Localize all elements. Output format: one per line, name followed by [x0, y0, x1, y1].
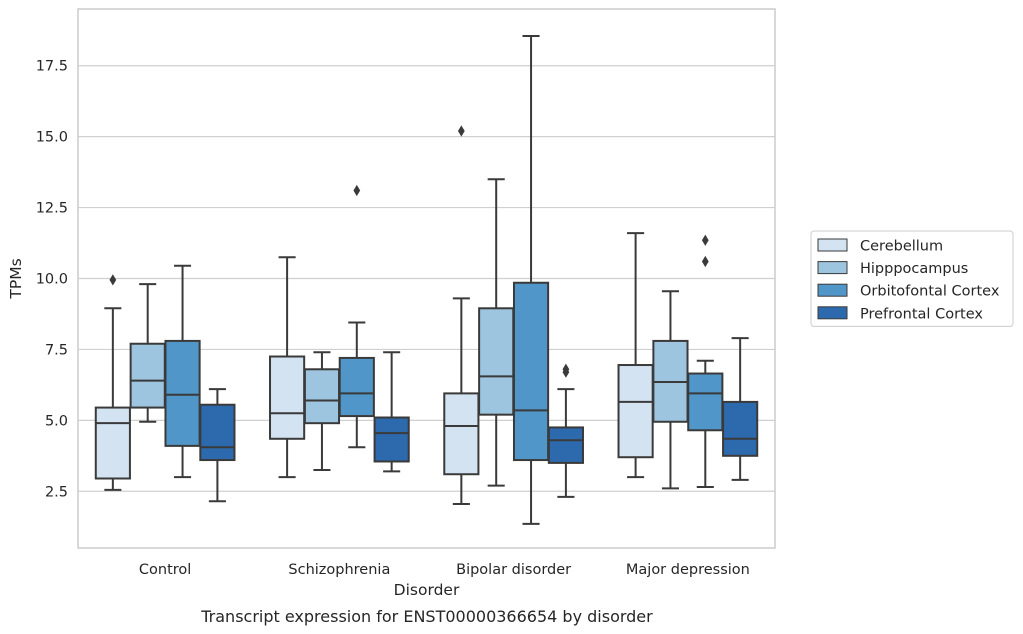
- box-1-1: [94, 274, 131, 491]
- box-layer: [94, 34, 759, 525]
- box-iqr: [338, 356, 375, 418]
- x-axis-title: Disorder: [394, 581, 460, 599]
- y-tick-label: 2.5: [45, 484, 68, 500]
- box-3-3: [512, 34, 550, 525]
- box-iqr: [687, 372, 724, 432]
- outlier-point: [562, 363, 570, 375]
- y-tick-label: 12.5: [36, 201, 68, 217]
- x-tick-label: Major depression: [626, 562, 750, 578]
- box-1-4: [617, 232, 654, 479]
- box-iqr: [164, 339, 201, 447]
- legend-label: Orbitofontal Cortex: [860, 284, 1000, 300]
- box-3-2: [338, 184, 375, 449]
- box-iqr: [303, 368, 341, 425]
- box-4-3: [547, 363, 584, 498]
- x-tick-label: Bipolar disorder: [456, 562, 571, 578]
- box-iqr: [478, 307, 515, 416]
- box-iqr: [199, 403, 236, 462]
- legend-label: Cerebellum: [860, 239, 943, 255]
- box-1-3: [443, 125, 480, 506]
- x-tick-labels: Control Schizophrenia Bipolar disorder Majo…: [139, 562, 750, 578]
- legend-label: Prefrontal Cortex: [860, 306, 983, 322]
- box-3-4: [687, 234, 724, 489]
- x-tick-label: Schizophrenia: [288, 562, 390, 578]
- box-4-4: [722, 337, 759, 481]
- outlier-point: [701, 234, 709, 246]
- outlier-point: [701, 255, 709, 268]
- box-iqr: [443, 392, 480, 476]
- box-iqr: [722, 400, 759, 457]
- box-iqr: [512, 281, 550, 462]
- outlier-point: [109, 274, 117, 286]
- box-2-1: [129, 283, 166, 423]
- y-tick-labels: 2.5 5.0 7.5 10.0 12.5 15.0 17.5: [36, 59, 68, 501]
- outlier-point: [353, 184, 361, 197]
- box-iqr: [617, 364, 654, 459]
- y-tick-label: 10.0: [36, 272, 68, 288]
- y-tick-label: 17.5: [36, 59, 68, 75]
- legend-swatch: [817, 238, 848, 252]
- box-4-2: [373, 351, 410, 473]
- y-tick-label: 15.0: [36, 130, 68, 146]
- legend: Cerebellum Hipppocampus Orbitofontal Corte…: [810, 230, 1014, 327]
- legend-frame: [810, 230, 1014, 327]
- x-tick-label: Control: [139, 562, 191, 578]
- box-3-1: [164, 264, 201, 479]
- legend-label: Hipppocampus: [860, 261, 968, 277]
- legend-swatch: [817, 261, 848, 275]
- box-2-2: [303, 351, 341, 471]
- y-tick-label: 7.5: [45, 342, 68, 358]
- box-1-2: [269, 256, 306, 479]
- box-2-4: [652, 290, 689, 490]
- box-iqr: [373, 416, 410, 463]
- box-4-1: [199, 388, 236, 503]
- chart-caption: Transcript expression for ENST0000036665…: [200, 607, 653, 626]
- y-axis-title: TPMs: [7, 258, 25, 299]
- outlier-point: [457, 125, 465, 137]
- box-iqr: [129, 342, 166, 409]
- legend-swatch: [817, 283, 848, 297]
- box-2-3: [478, 178, 515, 487]
- legend-swatch: [817, 306, 848, 320]
- box-iqr: [547, 426, 584, 464]
- plot-frame: [77, 8, 776, 549]
- box-iqr: [269, 355, 306, 440]
- box-iqr: [94, 406, 131, 480]
- y-tick-label: 5.0: [45, 413, 68, 429]
